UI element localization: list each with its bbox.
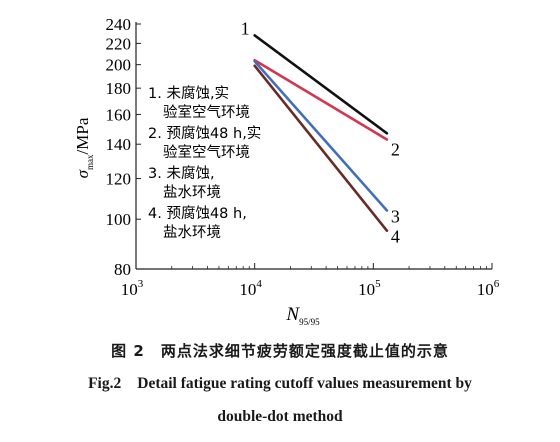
series-line-4: [253, 64, 389, 232]
series-label-1: 1: [241, 18, 250, 38]
x-tick-label-exponent: 6: [494, 278, 500, 290]
series-label-3: 3: [391, 206, 400, 226]
legend-item-line1: 4. 预腐蚀48 h,: [148, 204, 247, 222]
x-tick-label: 106: [477, 278, 500, 299]
caption-en-text-line1: Detail fatigue rating cutoff values meas…: [137, 375, 472, 392]
x-tick-label: 103: [121, 278, 144, 299]
legend-item-line1: 3. 未腐蚀,: [148, 164, 215, 182]
legend-item-line1: 2. 预腐蚀48 h,实: [148, 124, 261, 142]
legend-item-line2: 盐水环境: [163, 223, 221, 241]
y-axis-label-unit: /MPa: [73, 117, 92, 154]
x-tick-label-base: 10: [239, 280, 256, 299]
y-tick-label: 100: [106, 210, 132, 229]
series-label-4: 4: [391, 227, 400, 247]
x-tick-label: 104: [239, 278, 262, 299]
series-line-3: [253, 59, 389, 212]
x-tick-label-base: 10: [358, 280, 375, 299]
x-ticks: 103 104 105 106: [121, 263, 500, 299]
y-tick-label: 220: [106, 34, 132, 53]
caption-en-fig-number: Fig.2: [88, 375, 122, 392]
legend-item-line2: 验室空气环境: [163, 143, 250, 161]
x-tick-label: 105: [358, 278, 381, 299]
caption-cn-fig-number: 图 2: [111, 342, 145, 360]
y-tick-label: 80: [114, 260, 131, 279]
caption-chinese: 图 2 两点法求细节疲劳额定强度截止值的示意: [0, 340, 560, 361]
x-tick-label-base: 10: [477, 280, 494, 299]
y-tick-label: 240: [106, 15, 132, 34]
x-axis-label-sub: 95/95: [299, 317, 320, 327]
y-tick-label: 180: [106, 79, 132, 98]
y-tick-label: 160: [106, 105, 132, 124]
x-axis-label-main: N: [285, 304, 300, 325]
caption-cn-text: 两点法求细节疲劳额定强度截止值的示意: [160, 342, 449, 360]
y-tick-label: 200: [106, 56, 132, 75]
x-tick-label-base: 10: [121, 280, 138, 299]
y-axis-label: σmax/MPa: [73, 117, 95, 178]
series-line-2: [253, 58, 389, 141]
x-tick-label-exponent: 3: [138, 278, 144, 290]
series-line-1: [253, 34, 389, 135]
y-axis-label-sub: max: [85, 154, 95, 170]
series-labels: 1 2 34: [241, 18, 400, 246]
caption-english-line2: double-dot method: [217, 408, 343, 425]
series-label-2: 2: [391, 139, 400, 159]
legend-item-line2: 盐水环境: [163, 183, 221, 201]
y-tick-label: 120: [106, 170, 132, 189]
legend-item-line1: 1. 未腐蚀,实: [148, 84, 229, 102]
y-axis-label-main: σ: [73, 169, 92, 178]
y-tick-label: 140: [106, 135, 132, 154]
x-tick-label-exponent: 4: [256, 278, 262, 290]
plot-axes: [135, 22, 492, 270]
series-lines: [253, 34, 389, 232]
x-tick-label-exponent: 5: [375, 278, 381, 290]
caption-english-line1: Fig.2 Detail fatigue rating cutoff values…: [0, 375, 560, 393]
x-axis-label: N95/95: [285, 304, 320, 327]
legend-item-line2: 验室空气环境: [163, 103, 250, 121]
